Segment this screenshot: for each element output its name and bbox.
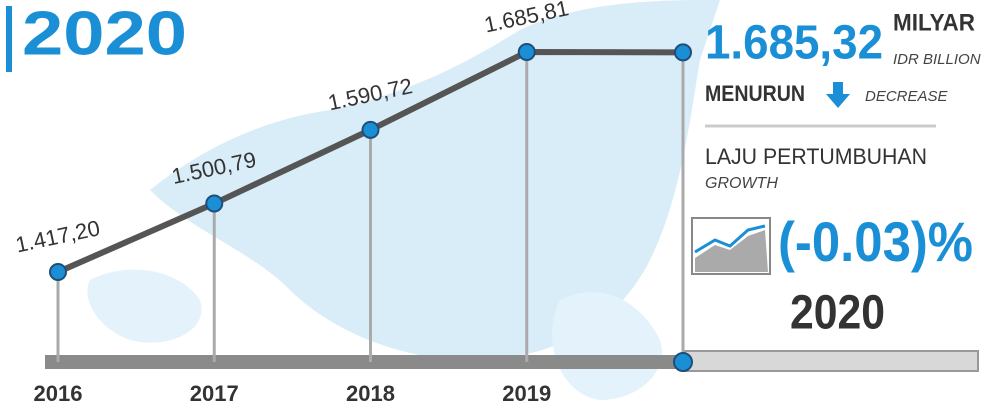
x-tick-label: 2019 xyxy=(502,381,551,406)
timeline-bar xyxy=(45,355,685,369)
value-label: 1.417,20 xyxy=(13,215,102,257)
trend-en: DECREASE xyxy=(865,88,949,105)
chart-title: 2020 xyxy=(22,0,187,68)
x-tick-label: 2016 xyxy=(34,381,83,406)
panel-year: 2020 xyxy=(790,287,885,340)
x-tick-label: 2017 xyxy=(190,381,239,406)
unit: MILYAR xyxy=(893,9,975,36)
point xyxy=(49,263,67,281)
growth-value: (-0.03)% xyxy=(778,210,973,273)
map-background xyxy=(87,0,720,400)
down-arrow xyxy=(826,82,850,108)
timeline-dot xyxy=(673,352,693,372)
growth-title: LAJU PERTUMBUHAN xyxy=(705,144,927,169)
point xyxy=(205,194,224,213)
growth-icon xyxy=(691,217,771,275)
point xyxy=(674,43,692,62)
timeline-bar-future xyxy=(684,350,979,372)
trend: MENURUN xyxy=(705,81,805,106)
current-value: 1.685,32 xyxy=(705,17,883,70)
point xyxy=(361,120,380,139)
x-tick-label: 2018 xyxy=(346,381,395,406)
point xyxy=(517,43,536,61)
unit-en: IDR BILLION xyxy=(893,51,981,68)
title-bar xyxy=(6,6,12,72)
growth-title-en: GROWTH xyxy=(705,175,778,192)
